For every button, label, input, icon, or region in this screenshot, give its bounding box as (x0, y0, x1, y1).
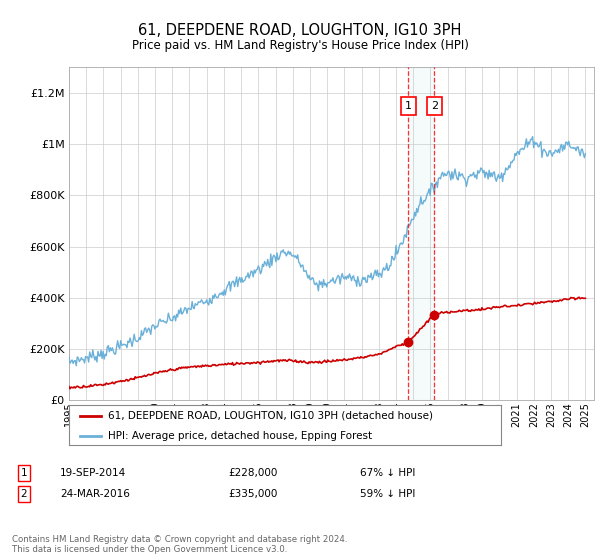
Text: £228,000: £228,000 (228, 468, 277, 478)
Text: HPI: Average price, detached house, Epping Forest: HPI: Average price, detached house, Eppi… (108, 431, 372, 441)
Text: Price paid vs. HM Land Registry's House Price Index (HPI): Price paid vs. HM Land Registry's House … (131, 39, 469, 53)
Text: £335,000: £335,000 (228, 489, 277, 499)
Text: 59% ↓ HPI: 59% ↓ HPI (360, 489, 415, 499)
Text: 61, DEEPDENE ROAD, LOUGHTON, IG10 3PH (detached house): 61, DEEPDENE ROAD, LOUGHTON, IG10 3PH (d… (108, 411, 433, 421)
Text: 61, DEEPDENE ROAD, LOUGHTON, IG10 3PH: 61, DEEPDENE ROAD, LOUGHTON, IG10 3PH (139, 24, 461, 38)
Text: 1: 1 (405, 101, 412, 111)
Bar (409, 67, 434, 400)
Text: Contains HM Land Registry data © Crown copyright and database right 2024.
This d: Contains HM Land Registry data © Crown c… (12, 535, 347, 554)
Text: 67% ↓ HPI: 67% ↓ HPI (360, 468, 415, 478)
Text: 2: 2 (20, 489, 28, 499)
Text: 24-MAR-2016: 24-MAR-2016 (60, 489, 130, 499)
Text: 19-SEP-2014: 19-SEP-2014 (60, 468, 126, 478)
Text: 1: 1 (20, 468, 28, 478)
Text: 2: 2 (431, 101, 438, 111)
